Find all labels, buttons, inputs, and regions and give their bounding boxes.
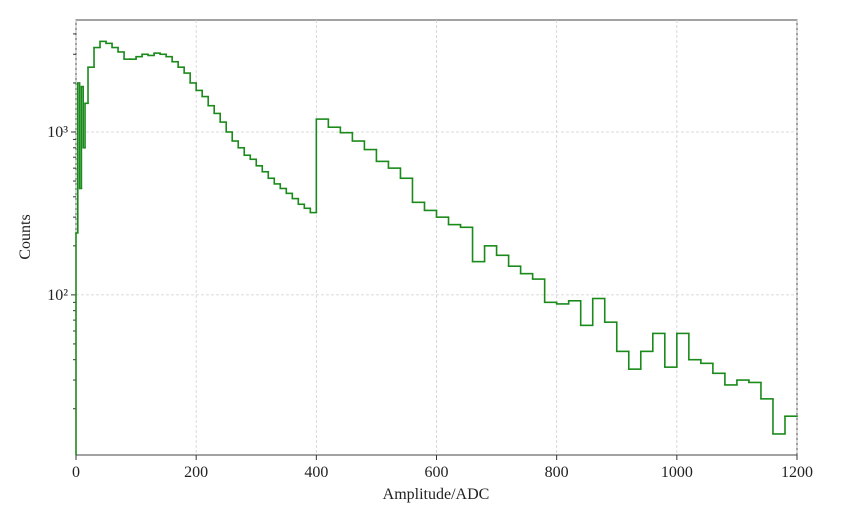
x-tick-label: 0 <box>72 464 80 481</box>
x-tick-label: 400 <box>304 464 328 481</box>
x-tick-label: 200 <box>184 464 208 481</box>
y-tick-label: 10³ <box>47 124 68 141</box>
x-tick-label: 1200 <box>781 464 813 481</box>
y-axis-label: Counts <box>17 214 34 259</box>
x-tick-label: 1000 <box>661 464 693 481</box>
x-tick-label: 600 <box>425 464 449 481</box>
y-tick-label: 10² <box>47 287 68 304</box>
x-tick-label: 800 <box>545 464 569 481</box>
x-axis-label: Amplitude/ADC <box>383 486 490 503</box>
